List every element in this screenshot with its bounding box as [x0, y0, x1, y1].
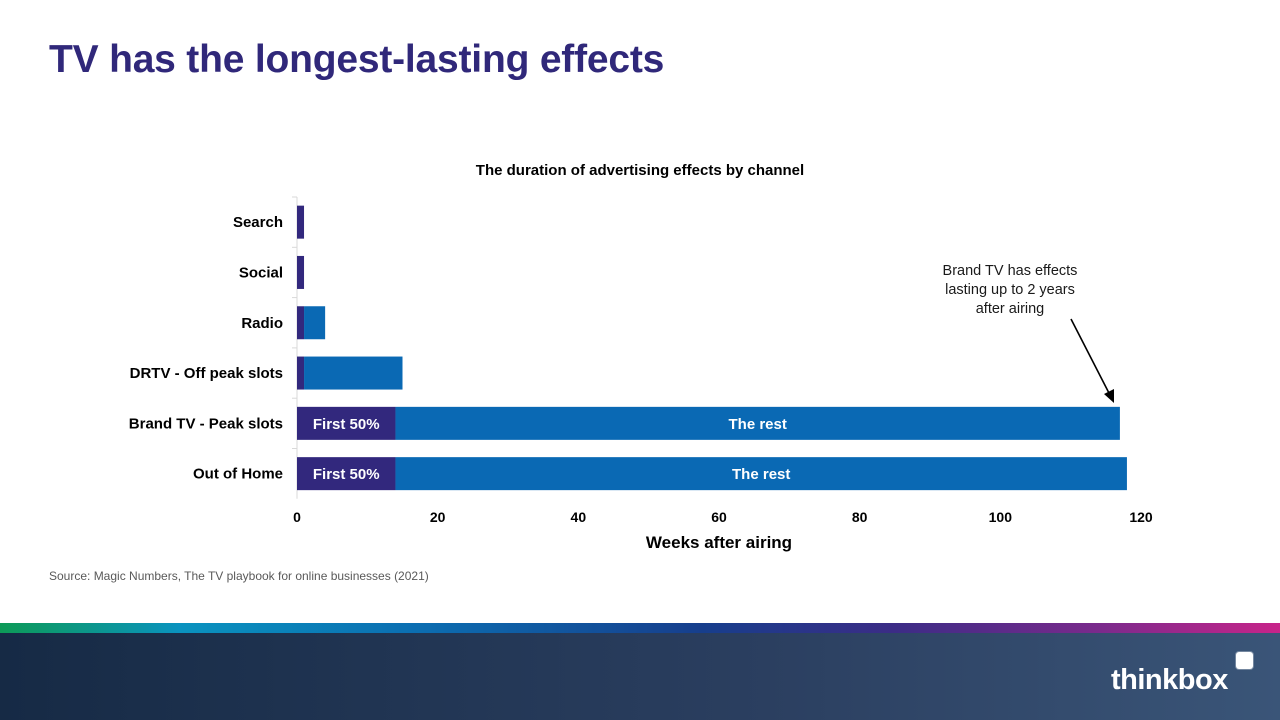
x-axis-title: Weeks after airing: [646, 533, 792, 552]
category-label: Radio: [241, 315, 283, 332]
bar-segment-first-50: [297, 356, 305, 390]
bar-segment-first-50: [297, 205, 305, 239]
bar-segment-first-50: [297, 406, 396, 440]
x-tick-label: 60: [711, 509, 727, 525]
x-tick-label: 0: [293, 509, 301, 525]
category-label: Search: [233, 214, 283, 231]
slide-title: TV has the longest-lasting effects: [49, 38, 665, 81]
bar-segment-the-rest: [304, 306, 326, 340]
bar-data-label: The rest: [732, 466, 790, 483]
x-tick-label: 100: [989, 509, 1013, 525]
bar-data-label: The rest: [729, 416, 787, 433]
color-stripe: [0, 623, 1280, 633]
x-tick-label: 120: [1129, 509, 1153, 525]
brand-logo: thinkbox: [1111, 664, 1228, 696]
bar-chart: Search Social Radio DRTV - Off peak slots Br…: [129, 196, 1153, 552]
category-label: Out of Home: [193, 466, 283, 483]
category-label: Brand TV - Peak slots: [129, 415, 283, 432]
category-label: Social: [239, 264, 283, 281]
x-tick-label: 80: [852, 509, 868, 525]
bar-segment-first-50: [297, 457, 396, 491]
annotation-text: Brand TV has effects lasting up to 2 yea…: [942, 263, 1078, 317]
annotation-arrowhead: [1104, 389, 1114, 403]
bar-segment-the-rest: [395, 406, 1120, 440]
chart-title: The duration of advertising effects by c…: [475, 162, 805, 179]
bar-data-label: First 50%: [313, 416, 380, 433]
bar-segment-the-rest: [395, 457, 1127, 491]
bar-segment-first-50: [297, 255, 305, 289]
x-tick-label: 20: [430, 509, 446, 525]
footer-band: [0, 633, 1280, 720]
x-tick-label: 40: [571, 509, 587, 525]
bar-segment-the-rest: [304, 356, 403, 390]
brand-square-icon: [1236, 652, 1253, 669]
annotation-arrow: [1070, 318, 1112, 398]
category-label: DRTV - Off peak slots: [130, 365, 283, 382]
bar-segment-first-50: [297, 306, 305, 340]
source-note: Source: Magic Numbers, The TV playbook f…: [49, 569, 429, 583]
bar-data-label: First 50%: [313, 466, 380, 483]
